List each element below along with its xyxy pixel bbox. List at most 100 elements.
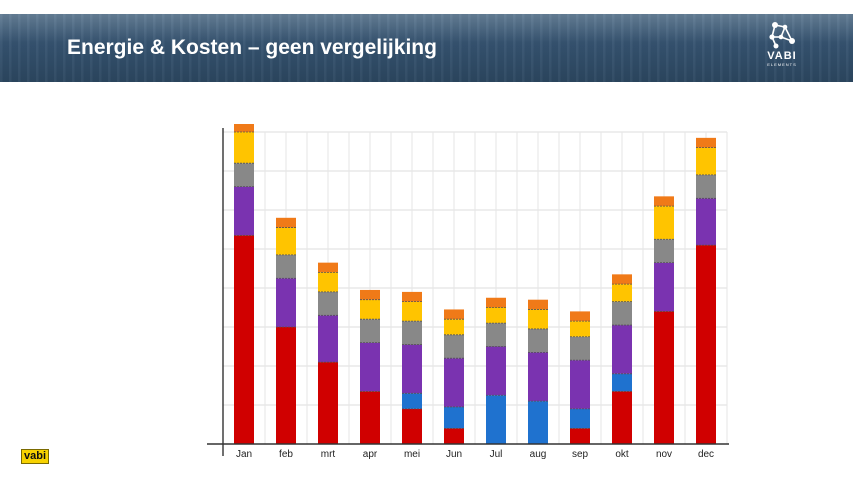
stacked-bar-chart: Jan feb mrt apr mei Jun Jul aug sep okt nov dec <box>207 124 729 460</box>
bar-segment <box>570 428 590 444</box>
bar-segment <box>570 321 590 337</box>
bar-stack <box>318 262 338 444</box>
bar-segment <box>528 401 548 444</box>
bar-segment <box>444 319 464 335</box>
chart-axes <box>207 128 729 456</box>
bar-segment <box>696 245 716 444</box>
chart-grid <box>222 131 728 445</box>
bar-stack <box>570 311 590 444</box>
x-tick-label: apr <box>363 449 378 460</box>
bar-segment <box>654 206 674 240</box>
bar-stack <box>486 297 506 445</box>
bar-segment <box>612 373 632 392</box>
logo-subtitle: ELEMENTS <box>767 62 797 67</box>
bar-segment <box>612 274 632 285</box>
bar-segment <box>360 391 380 444</box>
x-tick-label: okt <box>615 449 629 460</box>
bar-segment <box>528 352 548 402</box>
bar-segment <box>570 311 590 322</box>
chart-bars <box>234 124 716 445</box>
bar-segment <box>360 299 380 320</box>
bar-segment <box>276 217 296 228</box>
x-tick-label: Jun <box>446 449 462 460</box>
bar-segment <box>696 137 716 148</box>
molecule-icon <box>769 22 795 49</box>
slide-title: Energie & Kosten – geen vergelijking <box>67 36 437 59</box>
logo-name: VABI <box>767 50 797 62</box>
bar-segment <box>696 174 716 199</box>
bar-segment <box>528 328 548 353</box>
bar-segment <box>570 336 590 361</box>
bar-segment <box>276 278 296 327</box>
bar-segment <box>402 301 422 322</box>
bar-segment <box>654 239 674 263</box>
x-tick-label: feb <box>279 449 293 460</box>
bar-segment <box>654 196 674 207</box>
bar-segment <box>612 391 632 444</box>
bar-segment <box>318 291 338 316</box>
bar-segment <box>360 289 380 300</box>
vabi-elements-logo: VABI ELEMENTS <box>757 20 807 78</box>
bar-segment <box>486 346 506 396</box>
x-tick-label: mei <box>404 449 420 460</box>
bar-segment <box>276 227 296 255</box>
x-tick-label: mrt <box>321 449 336 460</box>
bar-segment <box>444 334 464 359</box>
bar-segment <box>528 299 548 310</box>
bar-segment <box>360 319 380 343</box>
bar-segment <box>654 262 674 312</box>
chart-x-tick-labels: Jan feb mrt apr mei Jun Jul aug sep okt nov dec <box>236 449 714 460</box>
bar-segment <box>234 124 254 132</box>
x-tick-label: Jul <box>490 449 503 460</box>
x-tick-label: nov <box>656 449 672 460</box>
bar-stack <box>612 274 632 444</box>
bar-segment <box>486 323 506 347</box>
bar-segment <box>360 342 380 392</box>
bar-segment <box>318 315 338 363</box>
header-banner: Energie & Kosten – geen vergelijking V <box>0 14 853 82</box>
bar-segment <box>318 262 338 273</box>
bar-segment <box>486 307 506 324</box>
bar-segment <box>444 406 464 429</box>
bar-segment <box>234 163 254 187</box>
bar-segment <box>612 301 632 326</box>
bar-segment <box>402 321 422 345</box>
bar-segment <box>654 311 674 444</box>
x-tick-label: dec <box>698 449 714 460</box>
bar-stack <box>360 289 380 444</box>
bar-segment <box>486 395 506 444</box>
x-tick-label: aug <box>530 449 547 460</box>
bar-segment <box>612 325 632 374</box>
bar-segment <box>444 358 464 407</box>
bar-segment <box>276 327 296 444</box>
bar-segment <box>402 344 422 394</box>
bar-segment <box>234 132 254 164</box>
bar-segment <box>234 235 254 444</box>
bar-segment <box>402 408 422 444</box>
bar-stack <box>276 217 296 444</box>
bar-stack <box>444 309 464 444</box>
bar-segment <box>444 428 464 444</box>
bar-segment <box>234 186 254 236</box>
bar-segment <box>402 393 422 409</box>
bar-segment <box>402 291 422 302</box>
bar-stack <box>402 291 422 444</box>
bar-segment <box>444 309 464 320</box>
bar-stack <box>696 137 716 444</box>
bar-segment <box>612 284 632 302</box>
vabi-small-logo: vabi <box>21 449 49 464</box>
bar-segment <box>696 198 716 246</box>
bar-segment <box>570 408 590 429</box>
bar-segment <box>318 362 338 444</box>
bar-stack <box>654 196 674 444</box>
bar-segment <box>696 147 716 175</box>
bar-segment <box>528 309 548 329</box>
bar-stack <box>234 124 254 444</box>
x-tick-label: sep <box>572 449 589 460</box>
bar-segment <box>486 297 506 308</box>
x-tick-label: Jan <box>236 449 252 460</box>
bar-stack <box>528 299 548 445</box>
bar-segment <box>570 360 590 409</box>
bar-segment <box>276 254 296 279</box>
bar-segment <box>318 272 338 292</box>
